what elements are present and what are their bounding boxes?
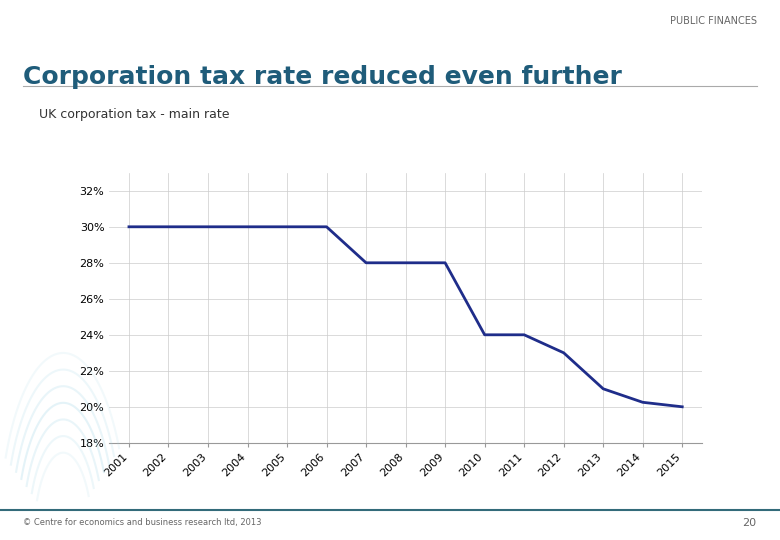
Text: PUBLIC FINANCES: PUBLIC FINANCES xyxy=(669,16,757,26)
Text: © Centre for economics and business research ltd, 2013: © Centre for economics and business rese… xyxy=(23,518,262,528)
Text: 20: 20 xyxy=(743,518,757,529)
Text: Corporation tax rate reduced even further: Corporation tax rate reduced even furthe… xyxy=(23,65,622,89)
Text: UK corporation tax - main rate: UK corporation tax - main rate xyxy=(39,108,229,121)
